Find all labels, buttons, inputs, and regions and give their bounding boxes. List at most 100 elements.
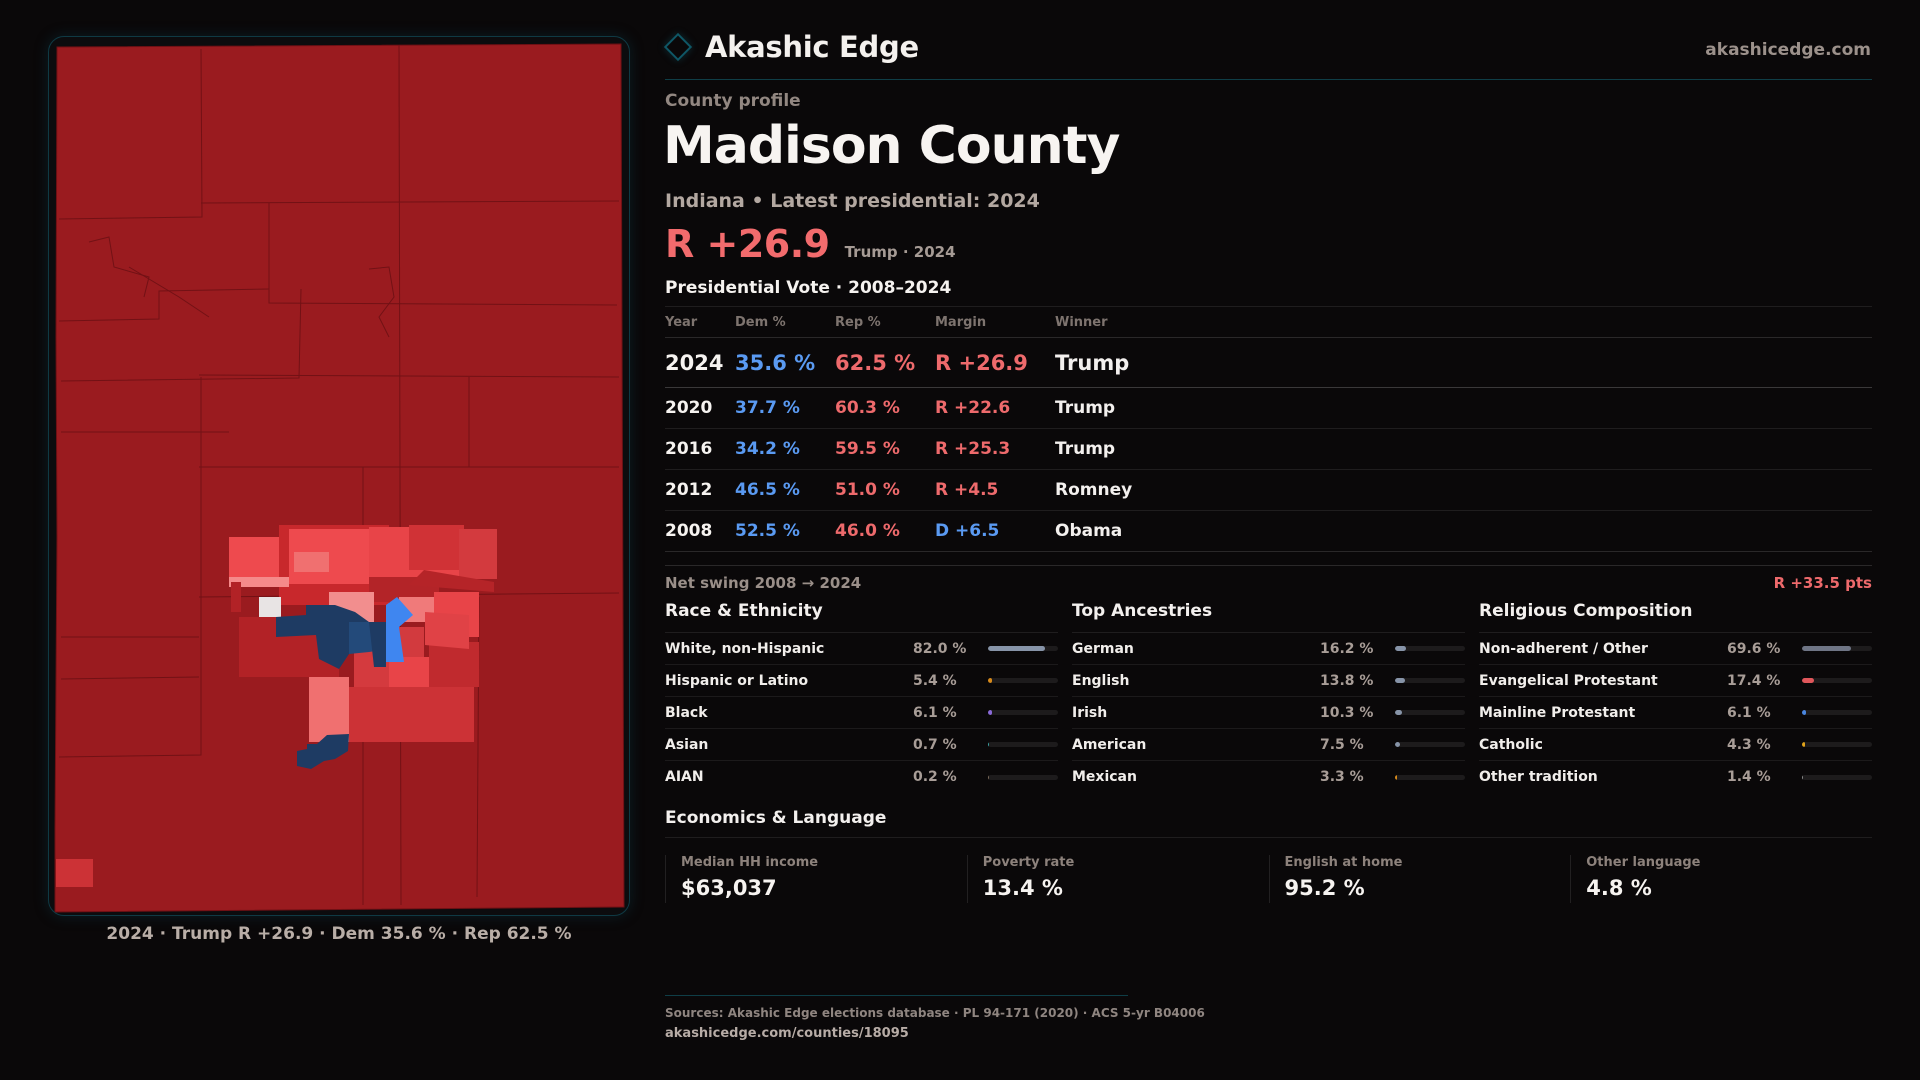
demo-value: 17.4 % [1727, 672, 1781, 689]
precinct[interactable] [459, 529, 497, 579]
demo-bar-fill [1395, 678, 1405, 683]
brand-name: Akashic Edge [705, 30, 919, 64]
demo-row: Irish 10.3 % [1072, 697, 1465, 729]
stat-poverty-rate: Poverty rate 13.4 % [966, 855, 1269, 903]
row-dem: 35.6 % [735, 350, 816, 375]
precinct[interactable] [349, 687, 474, 742]
precinct[interactable] [259, 597, 281, 617]
demo-bar-fill [1395, 710, 1403, 715]
demo-bar-fill [1802, 710, 1807, 715]
row-year: 2016 [665, 439, 713, 459]
header-divider [665, 79, 1872, 80]
diamond-icon [663, 32, 693, 62]
demo-label: Evangelical Protestant [1479, 672, 1658, 689]
precinct[interactable] [409, 525, 464, 570]
precinct[interactable] [429, 642, 479, 687]
demo-label: AIAN [665, 769, 704, 785]
demo-bar-track [1395, 774, 1465, 780]
precinct[interactable] [425, 612, 469, 649]
urban-precincts[interactable] [56, 525, 497, 887]
precinct[interactable] [229, 577, 289, 587]
precinct-dem[interactable] [276, 605, 369, 669]
row-winner: Romney [1055, 480, 1133, 500]
demo-label: Hispanic or Latino [665, 672, 809, 689]
precinct[interactable] [231, 582, 241, 612]
demo-label: English [1072, 672, 1130, 689]
page-kicker: County profile [665, 91, 801, 111]
precinct[interactable] [309, 677, 349, 742]
religion-panel: Religious Composition Non-adherent / Oth… [1479, 601, 1872, 793]
precinct-map[interactable] [48, 36, 630, 916]
demo-row: Mainline Protestant 6.1 % [1479, 697, 1872, 729]
col-rep: Rep % [835, 314, 881, 330]
row-dem: 52.5 % [735, 521, 800, 541]
precinct[interactable] [294, 552, 329, 572]
demo-value: 82.0 % [913, 640, 967, 657]
demo-bar-fill [988, 774, 989, 780]
row-year: 2012 [665, 480, 713, 500]
demo-row: Hispanic or Latino 5.4 % [665, 665, 1058, 697]
permalink[interactable]: akashicedge.com/counties/18095 [665, 1026, 909, 1041]
net-swing: Net swing 2008 → 2024 R +33.5 pts [665, 565, 1872, 592]
demo-row: Catholic 4.3 % [1479, 729, 1872, 761]
demo-bar-track [1802, 742, 1872, 747]
col-year: Year [665, 314, 698, 330]
brand[interactable]: Akashic Edge [663, 30, 919, 64]
row-year: 2008 [665, 521, 713, 541]
demo-bar-track [988, 710, 1058, 715]
page-subtitle: Indiana • Latest presidential: 2024 [665, 190, 1040, 212]
demo-bar-track [1395, 710, 1465, 715]
demo-bar-fill [988, 710, 993, 715]
demo-label: Mexican [1072, 769, 1137, 785]
demo-bar-track [1802, 774, 1872, 780]
demo-row: German 16.2 % [1072, 633, 1465, 665]
precinct-dem[interactable] [386, 597, 413, 662]
row-rep: 59.5 % [835, 439, 900, 459]
row-winner: Trump [1055, 350, 1130, 375]
stat-value: $63,037 [681, 876, 777, 900]
row-year: 2024 [665, 350, 724, 375]
demo-bar-fill [988, 742, 989, 747]
vote-table-header: Year Dem % Rep % Margin Winner [665, 306, 1872, 337]
col-dem: Dem % [735, 314, 786, 330]
demo-label: Catholic [1479, 736, 1543, 753]
precinct[interactable] [409, 570, 494, 592]
demo-label: Mainline Protestant [1479, 704, 1636, 721]
demo-value: 16.2 % [1320, 640, 1374, 657]
precinct[interactable] [56, 859, 93, 887]
demo-row: American 7.5 % [1072, 729, 1465, 761]
demo-row: AIAN 0.2 % [665, 761, 1058, 793]
county-base-precincts[interactable] [54, 43, 625, 913]
row-rep: 62.5 % [835, 350, 916, 375]
site-link[interactable]: akashicedge.com [1705, 40, 1871, 60]
race-title: Race & Ethnicity [665, 601, 1058, 633]
precinct-dem[interactable] [369, 622, 386, 667]
ancestry-title: Top Ancestries [1072, 601, 1465, 633]
row-year: 2020 [665, 398, 713, 418]
demo-value: 6.1 % [913, 704, 957, 721]
stat-label: Other language [1586, 855, 1701, 870]
demo-label: White, non-Hispanic [665, 640, 825, 657]
precinct[interactable] [229, 537, 279, 577]
table-end-divider [665, 551, 1872, 552]
demo-row: Evangelical Protestant 17.4 % [1479, 665, 1872, 697]
demo-value: 69.6 % [1727, 640, 1781, 657]
row-dem: 37.7 % [735, 398, 800, 418]
page-title: Madison County [663, 116, 1120, 176]
table-row: 2024 35.6 % 62.5 % R +26.9 Trump [665, 337, 1872, 387]
precinct-map-svg[interactable] [49, 37, 630, 916]
vote-section-title: Presidential Vote · 2008–2024 [665, 278, 952, 298]
stat-english-at-home: English at home 95.2 % [1268, 855, 1571, 903]
demo-row: Mexican 3.3 % [1072, 761, 1465, 793]
economics-title: Economics & Language [665, 808, 1872, 838]
stat-label: English at home [1284, 855, 1403, 870]
demo-bar-fill [1395, 774, 1398, 780]
demo-bar-fill [988, 646, 1046, 651]
row-margin: R +4.5 [935, 480, 999, 500]
demo-bar-fill [1802, 646, 1851, 651]
demo-bar-track [1802, 678, 1872, 683]
headline-margin: R +26.9 [665, 222, 830, 266]
demo-value: 13.8 % [1320, 672, 1374, 689]
precinct-dem-south[interactable] [297, 734, 349, 769]
footer-divider [665, 995, 1128, 996]
